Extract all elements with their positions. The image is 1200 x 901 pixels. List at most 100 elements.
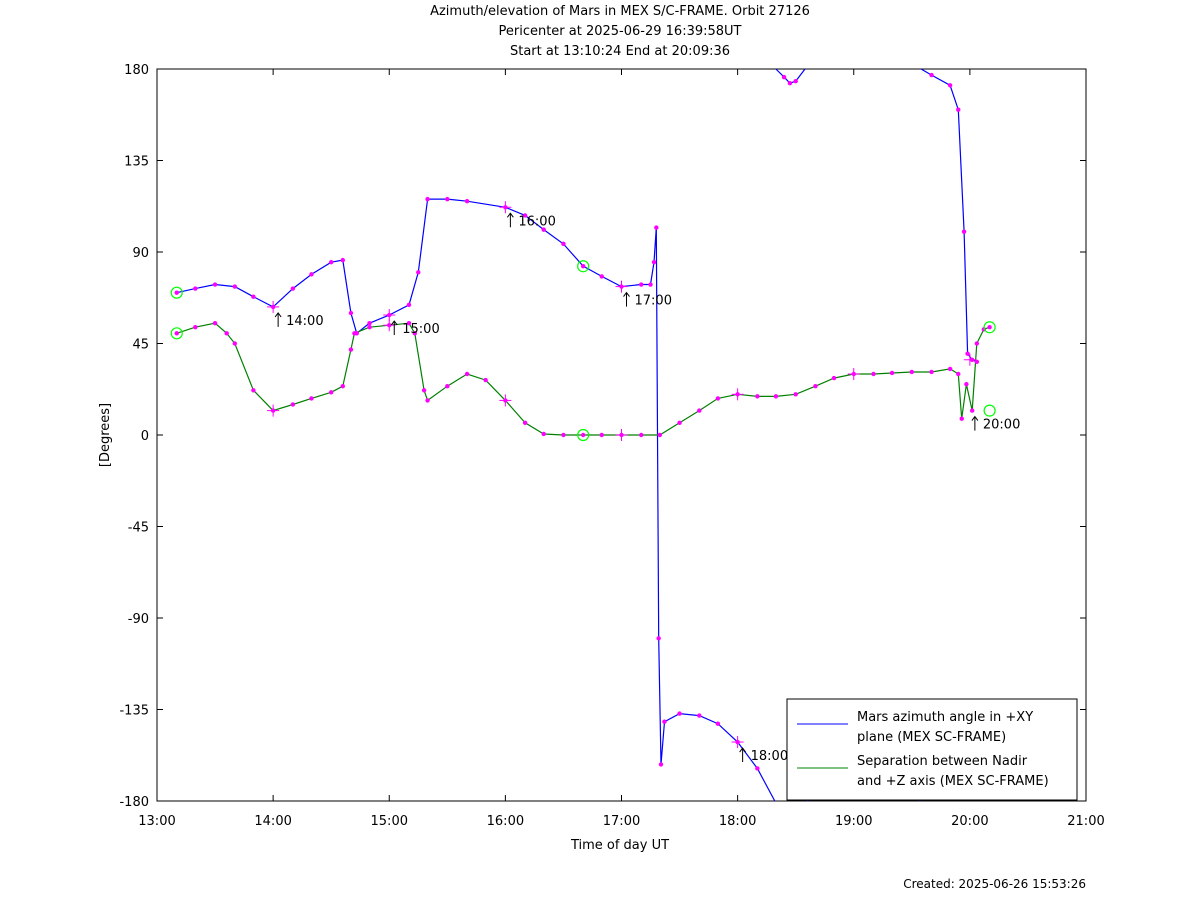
data-point-azimuth	[340, 257, 345, 263]
data-point-separation	[871, 371, 876, 377]
data-point-separation	[406, 320, 412, 326]
data-point-azimuth	[651, 259, 657, 265]
data-point-separation	[340, 384, 345, 389]
legend-label-separation-line1: Separation between Nadir	[857, 754, 1028, 769]
x-tick-label: 17:00	[603, 814, 640, 829]
data-point-azimuth	[715, 721, 721, 726]
data-point-separation	[412, 331, 417, 336]
data-point-azimuth	[193, 286, 198, 291]
data-point-azimuth	[522, 213, 528, 218]
data-point-azimuth	[656, 636, 661, 641]
legend-box	[786, 698, 1078, 801]
legend-label-azimuth-line2: plane (MEX SC-FRAME)	[857, 730, 1006, 745]
data-point-separation	[956, 371, 961, 377]
data-point-azimuth	[947, 83, 953, 88]
data-point-azimuth	[755, 766, 760, 771]
y-tick-label: -180	[119, 795, 149, 810]
data-point-azimuth	[290, 286, 296, 291]
data-point-separation	[232, 341, 238, 346]
data-point-azimuth	[781, 74, 787, 80]
y-tick-label: 45	[132, 338, 149, 353]
x-tick-label: 21:00	[1067, 814, 1104, 829]
time-label-pointer-head	[623, 291, 630, 297]
x-tick-label: 19:00	[835, 814, 872, 829]
data-point-separation	[224, 331, 229, 336]
y-axis-label: [Degrees]	[98, 403, 113, 467]
data-point-separation	[755, 394, 760, 399]
data-point-separation	[425, 398, 430, 403]
chart-title-line1: Azimuth/elevation of Mars in MEX S/C-FRA…	[430, 4, 810, 19]
data-point-azimuth	[416, 270, 421, 275]
series-line-separation	[176, 322, 990, 436]
data-point-azimuth	[639, 282, 644, 287]
data-point-azimuth	[425, 196, 430, 202]
event-circle-marker	[983, 404, 996, 417]
data-point-separation	[909, 369, 915, 375]
data-point-azimuth	[658, 762, 664, 767]
data-point-azimuth	[787, 81, 793, 86]
data-point-azimuth	[309, 272, 314, 277]
data-point-separation	[639, 432, 644, 438]
data-point-separation	[889, 370, 895, 376]
event-circle-marker	[170, 286, 183, 299]
data-point-azimuth	[251, 294, 256, 299]
y-tick-label: 0	[141, 429, 149, 444]
event-circle-marker	[170, 327, 183, 340]
time-label: 14:00	[286, 314, 323, 329]
data-point-separation	[483, 377, 488, 383]
x-tick-label: 16:00	[487, 814, 524, 829]
data-point-azimuth	[648, 282, 653, 287]
y-tick-label: 135	[124, 155, 149, 170]
data-point-separation	[212, 320, 218, 326]
x-tick-label: 20:00	[951, 814, 988, 829]
time-label-pointer-head	[506, 212, 514, 218]
data-point-azimuth	[697, 713, 702, 718]
data-point-separation	[367, 325, 372, 330]
data-point-azimuth	[599, 274, 604, 279]
time-label: 20:00	[983, 418, 1020, 433]
y-tick-label: 90	[132, 246, 149, 261]
data-point-separation	[697, 408, 702, 413]
x-tick-label: 14:00	[254, 814, 291, 829]
y-tick-label: -45	[128, 521, 149, 536]
time-label-pointer-head	[739, 747, 747, 753]
legend-label-separation-line2: and +Z axis (MEX SC-FRAME)	[857, 774, 1049, 789]
x-tick-label: 18:00	[719, 814, 756, 829]
data-point-separation	[947, 366, 953, 372]
chart-title-line3: Start at 13:10:24 End at 20:09:36	[509, 44, 731, 59]
data-point-azimuth	[677, 711, 682, 716]
data-point-azimuth	[348, 310, 354, 316]
data-point-separation	[421, 388, 427, 393]
axis-ticks: 13:00 14:00 15:00 16:00 17:00 18:00 19:00 20:00…	[119, 63, 1104, 829]
data-point-azimuth	[974, 359, 980, 364]
data-point-azimuth	[464, 198, 470, 204]
data-point-separation	[445, 384, 450, 389]
marker-layer: 14:00 15:00 16:00 17:00 18:00 20:00	[170, 72, 1020, 791]
data-point-azimuth	[654, 225, 659, 230]
data-point-azimuth	[662, 719, 667, 724]
data-point-azimuth	[174, 290, 179, 295]
time-label-pointer-head	[274, 312, 282, 318]
data-point-separation	[328, 390, 334, 395]
data-point-separation	[522, 420, 528, 425]
data-point-separation	[969, 408, 975, 413]
data-point-separation	[580, 432, 586, 438]
data-point-azimuth	[406, 302, 412, 308]
data-point-separation	[657, 432, 663, 438]
event-circle-marker	[577, 428, 590, 442]
data-point-azimuth	[929, 72, 934, 78]
time-label: 16:00	[518, 214, 555, 229]
data-point-azimuth	[956, 107, 961, 112]
data-point-separation	[715, 396, 721, 401]
data-point-azimuth	[367, 320, 372, 326]
data-point-separation	[987, 325, 992, 330]
data-point-separation	[352, 331, 357, 336]
data-point-separation	[929, 369, 934, 375]
event-circle-marker	[577, 260, 590, 273]
data-point-azimuth	[961, 229, 967, 234]
data-point-separation	[251, 388, 256, 393]
x-axis-label: Time of day UT	[570, 838, 669, 853]
data-point-separation	[309, 396, 314, 401]
data-point-azimuth	[541, 227, 546, 232]
event-circle-marker	[983, 321, 996, 334]
